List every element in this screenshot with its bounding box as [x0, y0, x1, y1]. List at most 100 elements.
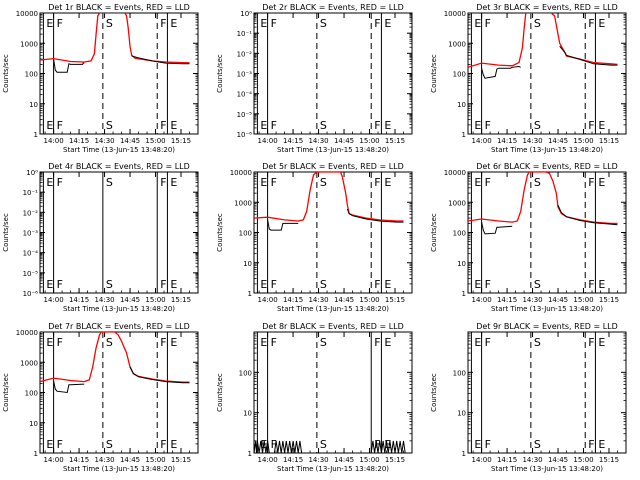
panel-det2-marker-label-bottom-3: F — [374, 119, 380, 132]
panel-det8-xtick-label: 14:45 — [334, 456, 354, 464]
panel-det3-ytick-label: 10 — [457, 101, 466, 109]
panel-det5-xtick-label: 14:00 — [257, 296, 277, 304]
panel-det9-marker-label-bottom-1: F — [485, 438, 491, 451]
panel-det7-series-events — [53, 380, 85, 394]
panel-det6-xlabel: Start Time (13-Jun-15 13:48:20) — [491, 305, 603, 313]
panel-det3-xtick-label: 14:15 — [497, 137, 517, 145]
panel-det6-xtick-label: 14:15 — [497, 296, 517, 304]
panel-det2: Det 2r BLACK = Events, RED = LLD 10⁻⁶ 10⁻⁵… — [216, 3, 413, 154]
panel-det5: Det 5r BLACK = Events, RED = LLD 1 10 100 10… — [216, 162, 413, 313]
panel-det3-marker-label-bottom-2: S — [534, 119, 541, 132]
panel-det1-marker-label-bottom-0: E — [46, 119, 53, 132]
panel-det6-xtick-label: 14:00 — [471, 296, 491, 304]
panel-det9-ytick-label: 10 — [457, 410, 466, 418]
panel-det8-marker-label-top-1: F — [271, 336, 277, 349]
panel-det9-marker-label-top-3: F — [588, 336, 594, 349]
panel-det2-ytick-label: 10⁻⁵ — [237, 111, 253, 119]
panel-det1-series-events — [53, 59, 85, 73]
panel-det9-ylabel: Counts/sec — [430, 373, 438, 412]
panel-det3-marker-label-bottom-1: F — [485, 119, 491, 132]
panel-det9-marker-label-top-4: E — [598, 336, 605, 349]
panel-det4-ytick-label: 10⁻² — [23, 209, 39, 217]
panel-det3-xlabel: Start Time (13-Jun-15 13:48:20) — [491, 146, 603, 154]
panel-det4-marker-label-top-2: S — [106, 176, 113, 189]
panel-det7-xtick-label: 14:15 — [69, 456, 89, 464]
panel-det4-marker-label-top-4: E — [170, 176, 177, 189]
panel-det4-xtick-label: 14:30 — [94, 296, 114, 304]
panel-det5-marker-label-bottom-1: F — [271, 278, 277, 291]
panel-det4-xtick-label: 14:00 — [43, 296, 63, 304]
panel-det5-series-events — [267, 219, 299, 231]
panel-det3-data — [468, 13, 618, 79]
panel-det1-frame — [39, 12, 199, 135]
panel-det4-marker-label-top-3: F — [160, 176, 166, 189]
panel-det7-marker-label-bottom-1: F — [57, 438, 63, 451]
panel-det4-ytick-label: 10⁻⁶ — [23, 290, 39, 298]
panel-det2-xtick-label: 14:30 — [308, 137, 328, 145]
panel-det6-frame — [467, 171, 627, 294]
panel-det7-xtick-label: 15:15 — [171, 456, 191, 464]
panel-det8-xtick-label: 15:00 — [359, 456, 379, 464]
panel-det3-ylabel: Counts/sec — [430, 54, 438, 93]
panel-det7-marker-label-bottom-3: F — [160, 438, 166, 451]
panel-det6-ytick-label: 1 — [462, 290, 466, 298]
panel-det1-data — [40, 13, 190, 73]
panel-det2-marker-label-bottom-4: E — [384, 119, 391, 132]
panel-det3-marker-label-bottom-0: E — [474, 119, 481, 132]
panel-det2-xlabel: Start Time (13-Jun-15 13:48:20) — [277, 146, 389, 154]
panel-det8: Det 8r BLACK = Events, RED = LLD 1 10 100 14… — [216, 322, 413, 473]
panel-det9-xtick-label: 14:00 — [471, 456, 491, 464]
panel-det8-xtick-label: 14:00 — [257, 456, 277, 464]
panel-det9-marker-label-top-1: F — [485, 336, 491, 349]
panel-det2-ylabel: Counts/sec — [216, 54, 224, 93]
panel-det2-xtick-label: 14:45 — [334, 137, 354, 145]
panel-det2-ytick-label: 10⁻⁴ — [237, 91, 253, 99]
panel-det1-xtick-label: 15:00 — [145, 137, 165, 145]
panel-det4-xtick-label: 15:00 — [145, 296, 165, 304]
panel-det6-marker-label-top-2: S — [534, 176, 541, 189]
panel-det9-xtick-label: 14:45 — [548, 456, 568, 464]
panel-det4-ytick-label: 10⁻³ — [23, 230, 39, 238]
panel-det1-ytick-label: 10 — [29, 101, 38, 109]
panel-det3-marker-label-top-0: E — [474, 17, 481, 30]
panel-det7-xlabel: Start Time (13-Jun-15 13:48:20) — [63, 465, 175, 473]
panel-det2-frame — [253, 12, 413, 135]
panel-det7: Det 7r BLACK = Events, RED = LLD 1 10 100 10… — [2, 322, 199, 473]
panel-det9-marker-label-top-2: S — [534, 336, 541, 349]
panel-det1-ytick-label: 1 — [34, 131, 38, 139]
panel-det5-ytick-label: 10000 — [230, 169, 252, 177]
panel-det2-ytick-label: 10⁰ — [240, 10, 252, 18]
panel-det7-marker-label-bottom-0: E — [46, 438, 53, 451]
panel-det6-ytick-label: 1000 — [448, 199, 466, 207]
panel-det7-marker-label-top-3: F — [160, 336, 166, 349]
panel-det2-ytick-label: 10⁻³ — [237, 71, 253, 79]
panel-det6-title: Det 6r BLACK = Events, RED = LLD — [476, 162, 618, 171]
panel-det8-marker-label-bottom-3: F — [374, 438, 380, 451]
panel-det4: Det 4r BLACK = Events, RED = LLD 10⁻⁶ 10⁻⁵… — [2, 162, 199, 313]
panel-det2-marker-label-bottom-2: S — [320, 119, 327, 132]
panel-det4-xtick-label: 14:15 — [69, 296, 89, 304]
panel-det7-marker-label-top-0: E — [46, 336, 53, 349]
panel-det6-series-events — [481, 221, 513, 235]
panel-det4-marker-label-top-1: F — [57, 176, 63, 189]
panel-det3-series-events — [481, 65, 521, 79]
panel-det7-marker-label-top-1: F — [57, 336, 63, 349]
panel-det5-xtick-label: 15:00 — [359, 296, 379, 304]
panel-det6-xtick-label: 14:45 — [548, 296, 568, 304]
panel-det9-title: Det 9r BLACK = Events, RED = LLD — [476, 322, 618, 331]
panel-det5-marker-label-top-3: F — [374, 176, 380, 189]
panel-det8-ylabel: Counts/sec — [216, 373, 224, 412]
panel-det2-ytick-label: 10⁻¹ — [237, 30, 253, 38]
panel-det9-xtick-label: 14:30 — [522, 456, 542, 464]
panel-det8-ytick-label: 1 — [248, 450, 252, 458]
panel-det3-ytick-label: 100 — [453, 71, 466, 79]
panel-det1-ytick-label: 100 — [25, 71, 38, 79]
panel-det7-ytick-label: 10000 — [16, 329, 38, 337]
panel-det4-ytick-label: 10⁻⁵ — [23, 270, 39, 278]
panel-det3-xtick-label: 14:30 — [522, 137, 542, 145]
panel-det7-xtick-label: 14:00 — [43, 456, 63, 464]
panel-det6-marker-label-top-0: E — [474, 176, 481, 189]
panel-det3-ytick-label: 10000 — [444, 10, 466, 18]
panel-det5-marker-label-bottom-2: S — [320, 278, 327, 291]
panel-det3-series-lld — [468, 13, 618, 68]
